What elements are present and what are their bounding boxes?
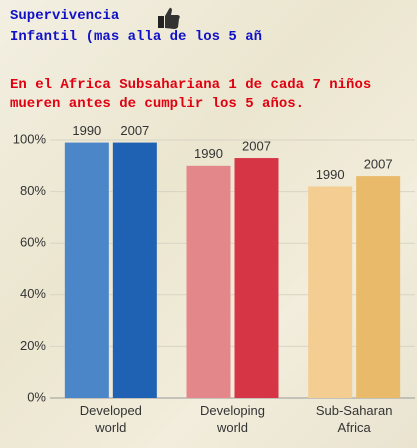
bar-series-label: 1990 [72,123,101,138]
y-tick-label: 80% [20,183,46,198]
y-tick-label: 60% [20,235,46,250]
bar-series-label: 2007 [120,123,149,138]
y-tick-label: 40% [20,286,46,301]
title-line: Infantil (mas alla de los 5 añ [10,29,263,45]
bar [186,165,231,398]
y-tick-label: 20% [20,338,46,353]
x-tick-label: Sub-Saharan Africa [315,403,393,435]
x-tick-label: Developed world [79,403,142,435]
bar [308,186,353,398]
bar-series-label: 2007 [242,138,271,153]
y-tick-label: 100% [13,131,47,146]
thumb-icon [158,7,180,29]
subtitle-line: En el Africa Subsahariana 1 de cada 7 ni… [10,77,372,93]
bar [64,142,109,398]
x-tick-label: Developing world [199,403,266,435]
bar-series-label: 1990 [194,146,223,161]
title-line: Supervivencia [10,8,120,24]
bar-series-label: 1990 [316,167,345,182]
bar-series-label: 2007 [364,157,393,172]
bar [234,158,279,398]
y-tick-label: 0% [27,389,46,404]
bar [112,142,157,398]
bar [356,176,401,398]
subtitle-line: mueren antes de cumplir los 5 años. [10,96,305,112]
